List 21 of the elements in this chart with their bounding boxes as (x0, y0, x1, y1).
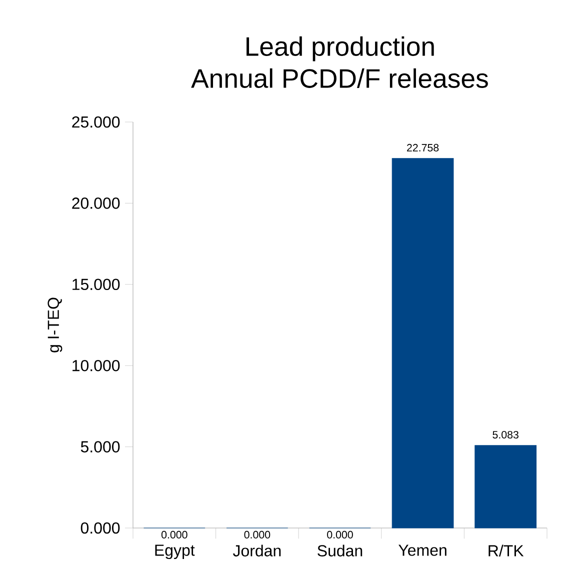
y-tick-label: 10.000 (72, 360, 120, 372)
y-tick-label: 5.000 (80, 441, 120, 452)
bar (392, 158, 454, 528)
y-tick-label: 20.000 (72, 198, 120, 209)
x-tick-label: Jordan (232, 544, 281, 556)
x-tick-label: Egypt (155, 544, 195, 560)
y-axis-title: g I-TEQ (48, 298, 62, 352)
x-tick-label: Sudan (318, 544, 362, 556)
data-label: 0.000 (244, 530, 270, 538)
data-label: 0.000 (161, 530, 188, 538)
data-label: 5.083 (492, 430, 518, 439)
chart-subtitle: Annual PCDD/F releases (191, 68, 488, 88)
chart-title: Lead production (246, 36, 434, 62)
data-label: 22.758 (407, 144, 439, 152)
y-tick-label: 25.000 (72, 116, 120, 128)
y-tick-label: 0.000 (80, 522, 120, 534)
data-label: 0.000 (327, 530, 353, 538)
y-tick-label: 15.000 (72, 278, 120, 290)
bar (474, 445, 537, 528)
x-tick-label: Yemen (398, 544, 446, 556)
x-tick-label: R/TK (488, 544, 524, 556)
